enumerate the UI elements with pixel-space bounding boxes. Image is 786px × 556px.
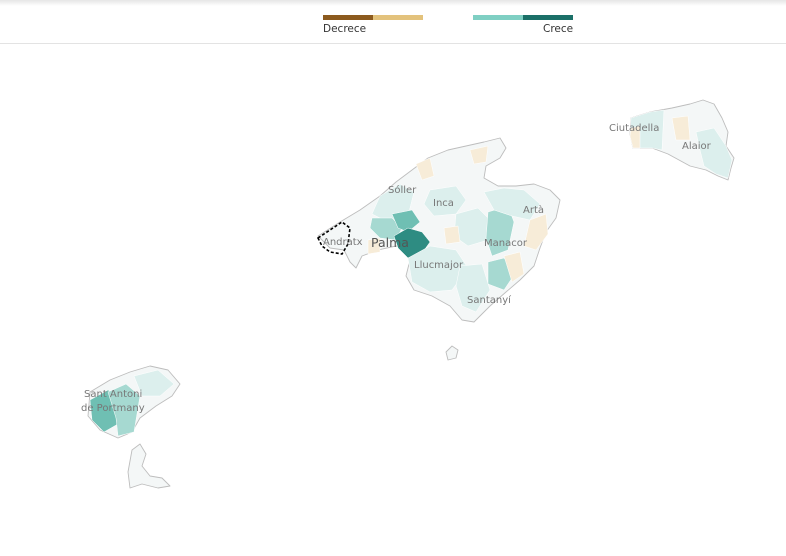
increase-label: Crece xyxy=(543,23,574,35)
mallorca-outline[interactable] xyxy=(317,137,561,323)
decrease-label: Decrece xyxy=(323,23,367,35)
label-llucmajor: Llucmajor xyxy=(414,260,464,271)
decrease-scale xyxy=(323,15,423,20)
top-shadow xyxy=(0,0,786,6)
santanyi-district[interactable] xyxy=(455,263,491,313)
label-andratx: Andratx xyxy=(323,237,363,248)
decrease-swatch-strong xyxy=(323,15,373,20)
menorca-island[interactable] xyxy=(629,99,735,181)
ibiza-island[interactable] xyxy=(87,365,181,439)
label-sant-antoni-line2: de Portmany xyxy=(81,403,145,414)
increase-scale xyxy=(473,15,573,20)
label-palma: Palma xyxy=(371,235,409,250)
label-santanyi: Santanyí xyxy=(467,294,512,306)
increase-swatch-strong xyxy=(523,15,573,20)
inland-district[interactable] xyxy=(443,225,461,245)
label-manacor: Manacor xyxy=(484,238,528,249)
label-ciutadella: Ciutadella xyxy=(609,123,659,134)
label-inca: Inca xyxy=(433,198,454,209)
map-legend: Decrece Crece xyxy=(0,6,786,44)
southeast-district[interactable] xyxy=(503,251,525,283)
increase-swatch-light xyxy=(473,15,523,20)
menorca-east-district[interactable] xyxy=(695,127,733,179)
santa-eularia-district[interactable] xyxy=(133,369,175,397)
label-sant-antoni-line1: Sant Antoni xyxy=(84,389,142,400)
andratx-selection-outline[interactable] xyxy=(316,221,351,255)
label-soller: Sóller xyxy=(388,184,417,196)
menorca-west-coast-district[interactable] xyxy=(629,125,641,149)
palma-north-district[interactable] xyxy=(391,209,421,233)
east-coast-district[interactable] xyxy=(523,213,549,251)
sant-josep-district[interactable] xyxy=(107,383,141,437)
decrease-swatch-light xyxy=(373,15,423,20)
label-alaior: Alaior xyxy=(682,141,712,152)
mallorca-island[interactable] xyxy=(317,137,561,323)
label-arta: Artà xyxy=(523,204,544,216)
arta-district[interactable] xyxy=(483,187,541,221)
cabrera-island[interactable] xyxy=(445,345,459,361)
palma-coast-district[interactable] xyxy=(367,237,381,255)
balearic-map[interactable]: Ciutadella Alaior Sóller Inca Artà Andra… xyxy=(0,45,786,556)
north-coast-district[interactable] xyxy=(415,157,435,181)
formentera-island[interactable] xyxy=(127,443,171,489)
menorca-center-district[interactable] xyxy=(671,115,691,141)
pollenca-district[interactable] xyxy=(469,145,489,165)
